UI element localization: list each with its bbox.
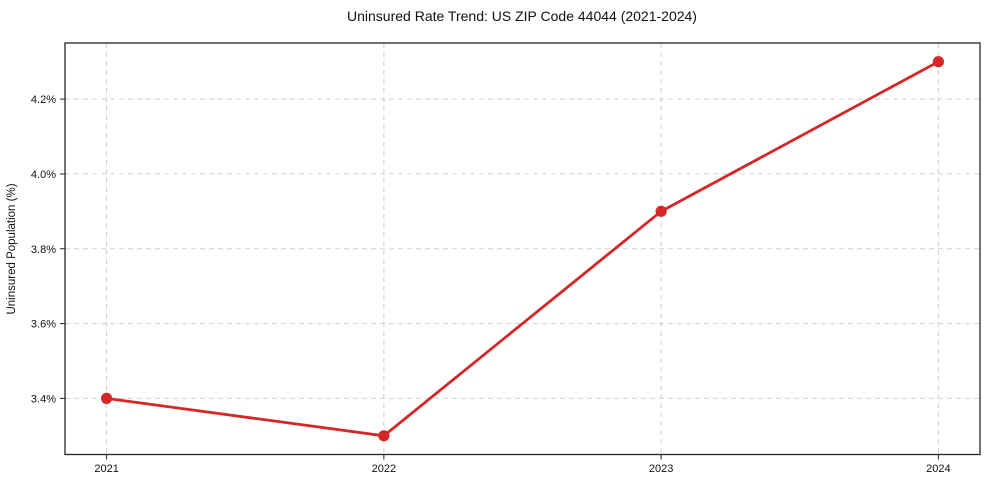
x-tick-label: 2021 (94, 463, 118, 475)
plot-frame (64, 42, 981, 456)
x-tick-label: 2024 (926, 463, 950, 475)
y-tick-label: 4.2% (31, 94, 56, 106)
chart-title: Uninsured Rate Trend: US ZIP Code 44044 … (347, 8, 697, 24)
y-tick-label: 3.4% (31, 393, 56, 405)
plot-layers: 2021 2022 2023 2024 3.4% 3.6% 3.8% 4.0% 4.2% (31, 42, 981, 475)
data-point-2021 (100, 392, 113, 404)
data-point-2023 (655, 205, 667, 217)
x-tick-label: 2023 (649, 463, 673, 475)
y-axis-title: Uninsured Population (%) (6, 183, 18, 314)
trend-line (105, 60, 940, 438)
data-point-2022 (378, 430, 390, 442)
y-tick-label: 3.8% (31, 244, 56, 256)
x-tick-label: 2022 (372, 463, 396, 475)
y-tick-label: 3.6% (31, 319, 56, 331)
y-tick-label: 4.0% (31, 169, 56, 181)
data-point-2024 (932, 56, 945, 68)
